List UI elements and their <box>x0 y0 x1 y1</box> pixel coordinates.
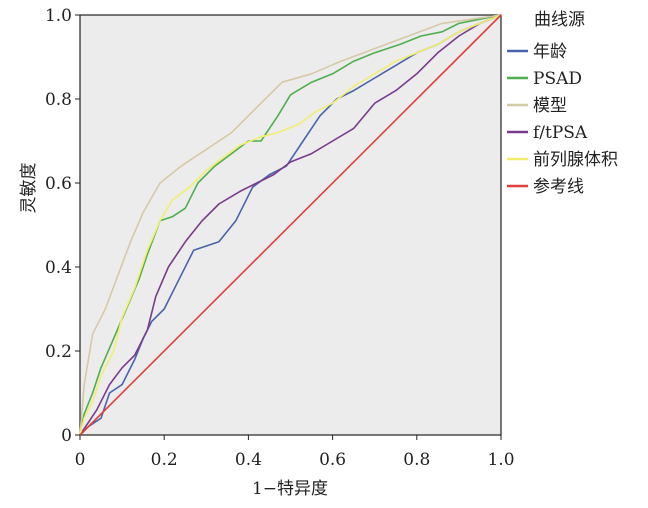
legend-label: 前列腺体积 <box>533 150 618 170</box>
y-tick-label: 0.8 <box>45 90 72 110</box>
y-ticks: 0 0.2 0.4 0.6 0.8 1.0 <box>45 6 80 446</box>
y-axis-label: 灵敏度 <box>19 163 39 214</box>
series-layer <box>79 14 502 436</box>
y-tick-label: 0.6 <box>45 174 72 194</box>
legend-label: f/tPSA <box>533 123 588 143</box>
legend-label: 模型 <box>533 96 567 116</box>
series-line-2 <box>79 14 502 436</box>
legend-label: PSAD <box>533 69 582 89</box>
series-line-3 <box>79 14 502 436</box>
y-tick-label: 0.4 <box>45 258 72 278</box>
series-line-5 <box>79 14 502 436</box>
x-axis-label: 1−特异度 <box>252 479 328 499</box>
x-tick-label: 0.8 <box>403 450 430 470</box>
x-tick-label: 0.6 <box>319 450 346 470</box>
y-tick-label: 0.2 <box>45 342 72 362</box>
y-tick-label: 1.0 <box>45 6 72 26</box>
series-line-0 <box>79 14 502 436</box>
legend-label: 参考线 <box>533 177 584 197</box>
x-ticks: 0 0.2 0.4 0.6 0.8 1.0 <box>75 435 515 470</box>
series-line-4 <box>79 14 502 436</box>
y-tick-label: 0 <box>61 426 72 446</box>
x-tick-label: 0.2 <box>151 450 178 470</box>
x-tick-label: 0.4 <box>235 450 262 470</box>
legend-title: 曲线源 <box>534 10 585 30</box>
x-tick-label: 1.0 <box>487 450 514 470</box>
x-tick-label: 0 <box>75 450 86 470</box>
legend-label: 年龄 <box>533 42 567 62</box>
